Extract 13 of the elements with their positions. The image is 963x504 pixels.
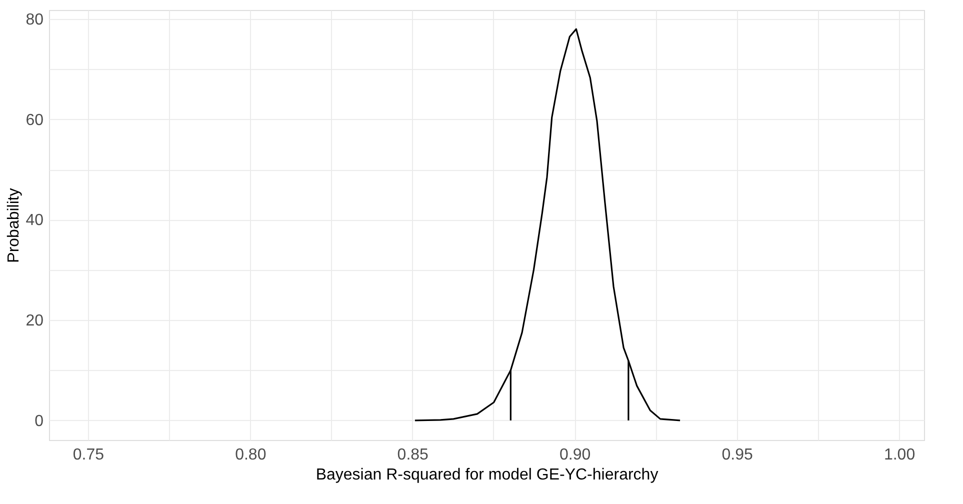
x-tick-label: 0.90 — [560, 446, 591, 464]
y-tick-label: 0 — [34, 412, 44, 430]
x-tick-label: 0.75 — [72, 446, 104, 464]
x-tick-label: 1.00 — [884, 446, 916, 464]
x-axis-title: Bayesian R-squared for model GE-YC-hierarchy — [316, 466, 658, 484]
x-tick-label: 0.80 — [235, 446, 266, 464]
y-tick-label: 20 — [26, 312, 44, 330]
x-tick-label: 0.95 — [722, 446, 753, 464]
y-axis-title: Probability — [6, 188, 23, 263]
y-tick-label: 60 — [26, 112, 44, 129]
y-tick-label: 40 — [26, 212, 44, 230]
y-tick-label: 80 — [26, 12, 44, 29]
x-tick-label: 0.85 — [397, 446, 429, 464]
